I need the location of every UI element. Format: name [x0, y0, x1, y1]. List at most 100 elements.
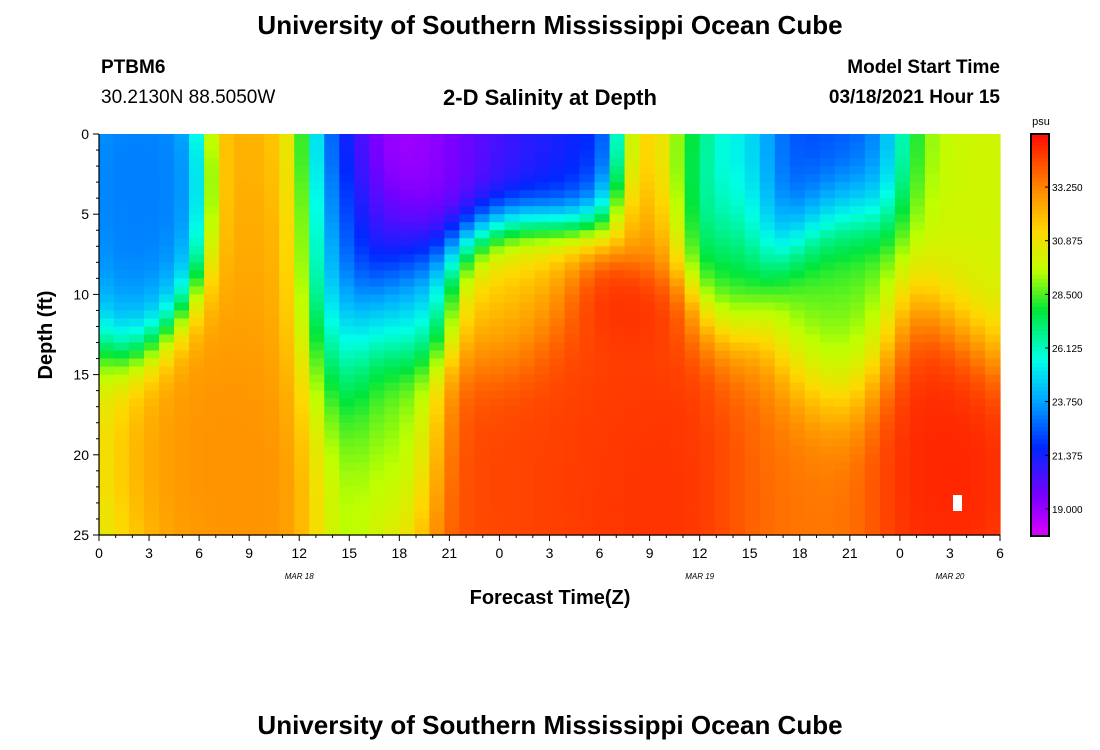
heatmap-cell	[354, 166, 370, 175]
heatmap-cell	[189, 254, 205, 263]
heatmap-cell	[189, 366, 205, 376]
heatmap-cell	[714, 262, 731, 271]
heatmap-cell	[384, 302, 400, 312]
heatmap-cell	[294, 286, 310, 295]
heatmap-cell	[369, 478, 385, 488]
heatmap-cell	[714, 430, 731, 440]
colorbar-segment	[1031, 495, 1049, 501]
colorbar-segment	[1031, 419, 1049, 425]
heatmap-cell	[459, 350, 476, 360]
heatmap-cell	[699, 366, 716, 376]
heatmap-cell	[924, 246, 941, 255]
heatmap-cell	[729, 526, 746, 536]
colorbar-segment	[1031, 347, 1049, 352]
heatmap-cell	[294, 374, 310, 384]
heatmap-cell	[759, 246, 776, 255]
heatmap-cell	[819, 430, 836, 440]
heatmap-cell	[789, 438, 806, 448]
heatmap-cell	[144, 454, 160, 464]
heatmap-cell	[444, 246, 460, 255]
colorbar: 33.25030.87528.50026.12523.75021.37519.0…	[1030, 133, 1083, 537]
heatmap-cell	[759, 222, 776, 231]
heatmap-cell	[639, 302, 656, 312]
heatmap-cell	[564, 294, 581, 304]
heatmap-cell	[834, 518, 851, 528]
heatmap-cell	[384, 262, 400, 271]
heatmap-cell	[564, 150, 581, 159]
heatmap-cell	[369, 526, 385, 536]
heatmap-cell	[504, 486, 521, 496]
heatmap-cell	[249, 214, 265, 223]
heatmap-cell	[219, 286, 235, 295]
heatmap-cell	[969, 278, 986, 287]
heatmap-cell	[939, 406, 956, 416]
heatmap-cell	[879, 174, 896, 183]
heatmap-cell	[144, 398, 160, 408]
heatmap-cell	[519, 446, 536, 456]
heatmap-cell	[729, 406, 746, 416]
heatmap-cell	[954, 374, 971, 384]
heatmap-cell	[144, 270, 160, 279]
heatmap-cell	[909, 318, 926, 328]
heatmap-cell	[864, 398, 881, 408]
heatmap-cell	[489, 198, 506, 207]
heatmap-cell	[894, 182, 911, 191]
heatmap-cell	[714, 198, 731, 207]
heatmap-cell	[909, 374, 926, 384]
heatmap-cell	[294, 174, 310, 183]
heatmap-cell	[174, 262, 190, 271]
heatmap-cell	[324, 430, 340, 440]
heatmap-cell	[744, 510, 761, 520]
heatmap-cell	[804, 374, 821, 384]
heatmap-cell	[324, 166, 340, 175]
heatmap-cell	[234, 270, 250, 279]
heatmap-cell	[459, 318, 476, 328]
heatmap-cell	[834, 238, 851, 247]
heatmap-cell	[444, 286, 460, 295]
heatmap-cell	[774, 406, 791, 416]
heatmap-cell	[129, 222, 145, 231]
heatmap-cell	[879, 382, 896, 392]
heatmap-cell	[384, 462, 400, 472]
heatmap-cell	[339, 446, 355, 456]
heatmap-cell	[924, 350, 941, 360]
heatmap-cell	[924, 182, 941, 191]
heatmap-cell	[174, 486, 190, 496]
heatmap-cell	[969, 518, 986, 528]
heatmap-cell	[984, 422, 1001, 432]
heatmap-cell	[609, 182, 626, 191]
colorbar-segment	[1031, 407, 1049, 412]
heatmap-cell	[864, 302, 881, 312]
heatmap-cell	[954, 166, 971, 175]
heatmap-cell	[984, 206, 1001, 215]
heatmap-cell	[789, 214, 806, 223]
heatmap-cell	[99, 286, 115, 295]
heatmap-cell	[174, 438, 190, 448]
heatmap-cell	[549, 174, 566, 183]
heatmap-cell	[744, 518, 761, 528]
heatmap-cell	[354, 342, 370, 352]
heatmap-cell	[579, 486, 596, 496]
heatmap-cell	[339, 470, 355, 480]
heatmap-cell	[174, 398, 190, 408]
heatmap-cell	[924, 526, 941, 536]
heatmap-cell	[384, 398, 400, 408]
heatmap-cell	[294, 406, 310, 416]
heatmap-cell	[594, 422, 611, 432]
heatmap-cell	[189, 286, 205, 295]
heatmap-cell	[819, 198, 836, 207]
x-tick-label: 21	[442, 545, 458, 561]
heatmap-cell	[834, 510, 851, 520]
heatmap-cell	[924, 270, 941, 279]
heatmap-cell	[219, 350, 235, 360]
heatmap-cell	[159, 150, 175, 159]
heatmap-cell	[849, 150, 866, 159]
heatmap-cell	[129, 398, 145, 408]
heatmap-cell	[534, 190, 551, 199]
heatmap-cell	[699, 518, 716, 528]
heatmap-cell	[939, 390, 956, 400]
heatmap-cell	[789, 334, 806, 344]
heatmap-cell	[654, 238, 671, 247]
heatmap-cell	[204, 438, 220, 448]
heatmap-cell	[264, 174, 280, 183]
